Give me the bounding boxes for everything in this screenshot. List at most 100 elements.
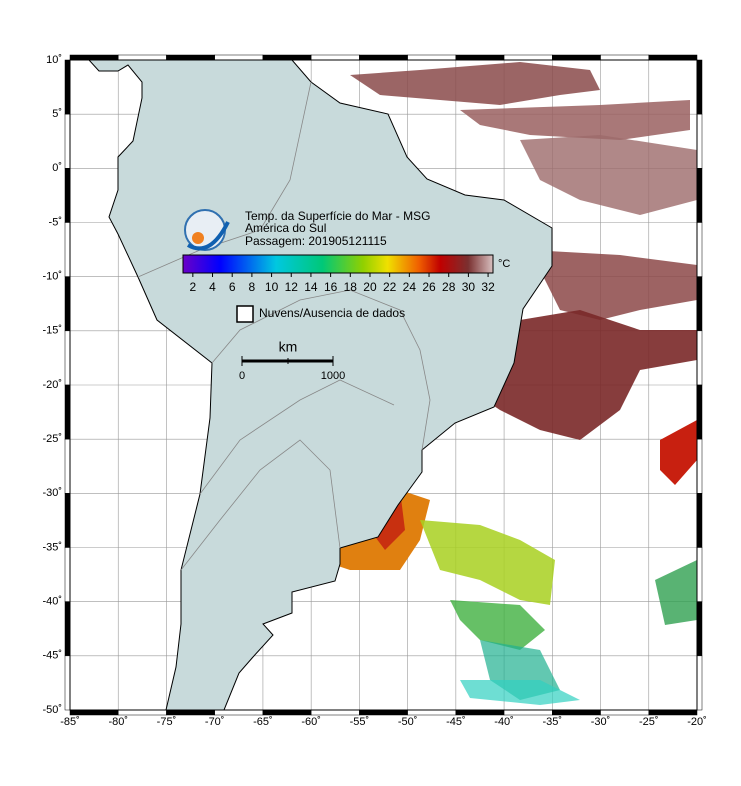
colorbar-tick-label: 32 [481, 280, 495, 294]
y-tick-label: -50˚ [42, 704, 62, 716]
x-tick-label: -70˚ [205, 716, 225, 728]
scale-unit: km [279, 339, 298, 355]
frame-segment [64, 222, 71, 277]
colorbar-tick-label: 26 [422, 280, 436, 294]
colorbar-tick-label: 10 [265, 280, 279, 294]
colorbar-tick-label: 18 [344, 280, 358, 294]
frame-segment [696, 330, 703, 386]
frame-segment [64, 168, 71, 223]
y-tick-label: -5˚ [49, 216, 62, 228]
frame-segment [64, 438, 71, 494]
scale-label: 0 [239, 370, 245, 382]
frame-segment [407, 54, 457, 61]
frame-segment [359, 54, 408, 61]
frame-segment [166, 709, 215, 716]
colorbar-tick-label: 14 [304, 280, 318, 294]
frame-segment [696, 113, 703, 169]
colorbar-tick-label: 2 [189, 280, 196, 294]
frame-segment [64, 330, 71, 386]
colorbar-tick-label: 6 [229, 280, 236, 294]
y-tick-label: -45˚ [42, 650, 62, 662]
y-tick-label: -25˚ [42, 433, 62, 445]
frame-segment [696, 655, 703, 711]
frame-segment [648, 709, 698, 716]
frame-segment [214, 709, 264, 716]
frame-segment [696, 547, 703, 602]
x-tick-label: -75˚ [157, 716, 177, 728]
frame-segment [552, 709, 601, 716]
frame-segment [455, 54, 505, 61]
colorbar-tick-label: 4 [209, 280, 216, 294]
x-tick-label: -80˚ [108, 716, 128, 728]
colorbar-tick-label: 22 [383, 280, 397, 294]
frame-segment [214, 54, 264, 61]
x-tick-label: -50˚ [398, 716, 418, 728]
colorbar-tick-label: 30 [462, 280, 476, 294]
frame-segment [696, 59, 703, 115]
frame-segment [696, 276, 703, 332]
scale-label: 1000 [321, 370, 345, 382]
frame-segment [600, 709, 650, 716]
x-tick-label: -85˚ [60, 716, 80, 728]
y-tick-label: -15˚ [42, 325, 62, 337]
y-tick-label: -30˚ [42, 487, 62, 499]
colorbar-tick-label: 16 [324, 280, 338, 294]
frame-segment [64, 276, 71, 332]
x-tick-label: -35˚ [543, 716, 563, 728]
frame-segment [648, 54, 698, 61]
frame-segment [310, 54, 360, 61]
x-tick-label: -40˚ [494, 716, 514, 728]
frame-segment [69, 54, 119, 61]
frame-segment [552, 54, 601, 61]
frame-segment [600, 54, 650, 61]
frame-segment [166, 54, 215, 61]
x-tick-label: -30˚ [591, 716, 611, 728]
map-pass: Passagem: 201905121115 [245, 234, 387, 248]
scale-bar: km 0 1000 [239, 339, 345, 382]
frame-segment [262, 54, 312, 61]
frame-segment [407, 709, 457, 716]
frame-segment [64, 655, 71, 711]
map-frame [69, 59, 698, 711]
frame-segment [262, 709, 312, 716]
frame-segment [503, 54, 553, 61]
frame-segment [64, 113, 71, 169]
y-tick-label: -10˚ [42, 271, 62, 283]
frame-segment [310, 709, 360, 716]
frame-segment [117, 54, 167, 61]
frame-segment [64, 493, 71, 548]
map-title: Temp. da Superfície do Mar - MSG [245, 209, 430, 223]
colorbar-tick-label: 20 [363, 280, 377, 294]
colorbar-tick-label: 28 [442, 280, 456, 294]
frame-segment [696, 601, 703, 657]
map-region: América do Sul [245, 221, 326, 235]
frame-segment [64, 384, 71, 440]
x-tick-label: -20˚ [687, 716, 707, 728]
frame-segment [696, 384, 703, 440]
frame-segment [696, 438, 703, 494]
title-block: Temp. da Superfície do Mar - MSG América… [184, 209, 430, 251]
colorbar-tick-label: 24 [403, 280, 417, 294]
x-tick-label: -25˚ [639, 716, 659, 728]
x-tick-label: -65˚ [253, 716, 273, 728]
x-tick-label: -55˚ [350, 716, 370, 728]
frame-segment [69, 709, 119, 716]
frame-segment [696, 222, 703, 277]
y-tick-label: -35˚ [42, 541, 62, 553]
colorbar-tick-label: 12 [285, 280, 299, 294]
y-tick-label: -40˚ [42, 596, 62, 608]
frame-segment [64, 59, 71, 115]
frame-segment [64, 601, 71, 657]
frame-segment [64, 547, 71, 602]
y-tick-label: 0˚ [52, 162, 62, 174]
frame-segment [503, 709, 553, 716]
y-tick-label: -20˚ [42, 379, 62, 391]
legend-swatch [236, 305, 254, 323]
x-tick-label: -60˚ [301, 716, 321, 728]
colorbar-tick-label: 8 [249, 280, 256, 294]
frame-segment [359, 709, 408, 716]
y-tick-label: 5˚ [52, 108, 62, 120]
frame-segment [117, 709, 167, 716]
y-tick-label: 10˚ [46, 54, 62, 66]
colorbar [182, 254, 494, 274]
